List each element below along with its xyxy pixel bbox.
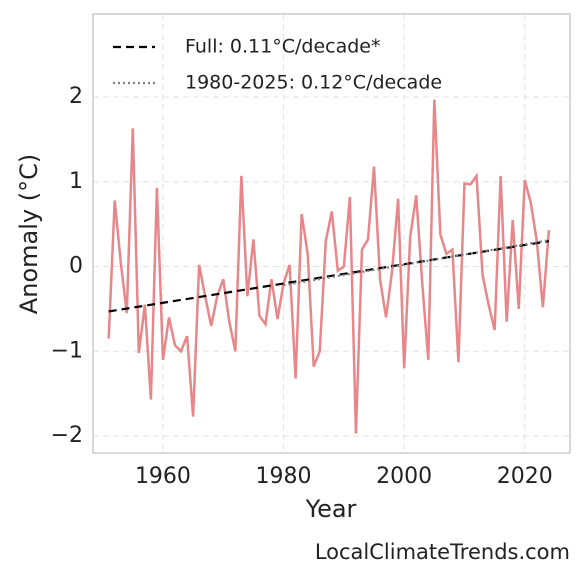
x-axis-label: Year: [305, 495, 357, 523]
legend-label: Full: 0.11°C/decade*: [185, 36, 381, 58]
y-tick-label: −1: [51, 338, 83, 363]
footer: LocalClimateTrends.com: [315, 540, 570, 564]
x-tick-label: 1980: [256, 464, 312, 489]
y-tick-label: 1: [69, 169, 83, 194]
x-tick-label: 1960: [135, 464, 191, 489]
trend-line: [108, 240, 550, 313]
x-tick-label: 2020: [497, 464, 553, 489]
legend-label: 1980-2025: 0.12°C/decade: [185, 72, 442, 94]
plot-frame: [92, 13, 571, 454]
y-tick-label: 0: [69, 254, 83, 279]
y-tick-label: 2: [69, 84, 83, 109]
anomaly-line: [107, 99, 551, 434]
y-tick-label: −2: [51, 423, 83, 448]
y-axis-label: Anomaly (°C): [15, 154, 43, 314]
x-tick-label: 2000: [376, 464, 432, 489]
